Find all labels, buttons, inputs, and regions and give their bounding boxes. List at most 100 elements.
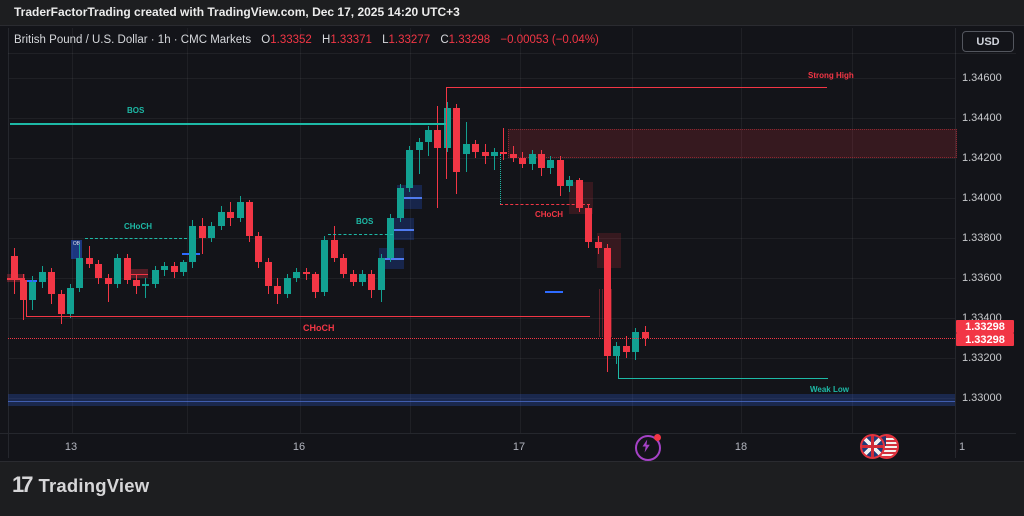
grid-line-h	[8, 398, 955, 399]
candle-wick	[503, 128, 505, 160]
pane-left-border	[8, 28, 9, 458]
candle	[170, 266, 178, 272]
tradingview-logo-text: TradingView	[38, 475, 150, 496]
candle-wick	[418, 138, 420, 174]
grid-line-h	[8, 118, 955, 119]
candle	[151, 270, 159, 284]
candle	[255, 236, 263, 262]
high-value: 1.33371	[330, 34, 372, 46]
candle	[396, 188, 404, 218]
time-axis-border	[0, 433, 1016, 434]
candle	[340, 258, 348, 274]
candle	[500, 152, 508, 154]
chart-widget: OB BOS CHoCH BOS Strong High CHoCH CHoCH Weak L…	[0, 25, 1024, 462]
candle	[321, 240, 329, 292]
candle	[293, 272, 301, 278]
choch-break-line	[26, 316, 590, 318]
open-label: O	[261, 34, 271, 46]
grid-line-v	[852, 28, 853, 433]
candle	[189, 226, 197, 262]
candle	[38, 272, 46, 282]
candle	[566, 180, 574, 186]
candle	[359, 274, 367, 282]
weak-low-label: Weak Low	[810, 385, 849, 394]
candle-wick	[493, 148, 495, 170]
demand-band	[8, 394, 955, 406]
time-axis-label: 1	[958, 441, 966, 453]
choch-teal-label: CHoCH	[124, 222, 152, 231]
order-block-blue-c-mid-line	[397, 197, 422, 199]
candle	[613, 346, 621, 356]
grid-line-v	[410, 28, 411, 433]
candle	[67, 288, 75, 314]
strong-high-line	[446, 87, 827, 89]
candle	[387, 218, 395, 258]
tradingview-logo[interactable]: 17 TradingView	[12, 472, 149, 498]
candle	[585, 208, 593, 242]
chart-canvas: OB BOS CHoCH BOS Strong High CHoCH CHoCH Weak L…	[0, 26, 1024, 461]
grid-line-h	[8, 278, 955, 279]
candle	[424, 130, 432, 142]
strong-high-label: Strong High	[808, 71, 854, 80]
candle-wick	[88, 246, 90, 268]
candle	[123, 258, 131, 280]
gbp-usd-flags-icon	[860, 434, 900, 459]
gbp-flag-icon	[860, 434, 885, 459]
candle	[509, 154, 517, 158]
bos2-line	[328, 233, 393, 235]
grid-line-v	[187, 28, 188, 433]
candle	[95, 264, 103, 278]
grid-line-h	[8, 198, 955, 199]
grid-line-v	[741, 28, 742, 433]
choch-teal-line	[85, 237, 187, 239]
low-value: 1.33277	[388, 34, 431, 46]
candle	[377, 258, 385, 290]
candle	[246, 202, 253, 236]
supply-zone	[508, 129, 957, 158]
candle	[19, 280, 27, 300]
price-axis-label: 1.34600	[962, 72, 1002, 84]
weak-low-drop	[618, 356, 619, 379]
grid-line-h	[8, 78, 955, 79]
change-value: −0.00053 (−0.04%)	[500, 34, 599, 46]
footer-bar: 17 TradingView	[0, 462, 1024, 516]
demand-band-mid-line	[8, 400, 955, 402]
candle-wick	[437, 106, 439, 208]
candle	[76, 258, 84, 288]
candle	[481, 152, 489, 156]
current-price-tag: 1.33298	[956, 333, 1014, 346]
candle	[490, 152, 498, 156]
grid-line-v	[520, 28, 521, 433]
candle	[603, 248, 611, 356]
currency-button[interactable]: USD	[962, 31, 1014, 52]
candle	[406, 150, 414, 188]
lightning-ring	[635, 435, 661, 461]
candle	[538, 154, 546, 168]
choch-red-line	[500, 203, 590, 205]
time-axis-label: 17	[512, 441, 526, 453]
candle	[528, 154, 536, 164]
candle	[264, 262, 272, 286]
candle	[57, 294, 65, 314]
grid-line-h	[8, 318, 955, 319]
grid-line-v	[632, 28, 633, 433]
grid-line-v	[72, 28, 73, 433]
candle-wick	[145, 278, 147, 298]
order-block-blue-b-mid-line	[389, 229, 414, 231]
candle	[180, 262, 188, 272]
lightning-badge-icon	[635, 434, 661, 461]
candle	[311, 274, 319, 292]
candle	[227, 212, 235, 218]
candle	[274, 286, 282, 294]
price-axis-label: 1.34400	[962, 112, 1002, 124]
candle	[208, 226, 216, 238]
candle	[283, 278, 291, 294]
lightning-bolt-icon	[642, 439, 650, 453]
choch-break-label: CHoCH	[303, 323, 335, 333]
order-block-blue-left: OB	[71, 240, 82, 259]
candle	[453, 108, 461, 172]
grid-line-h	[8, 238, 955, 239]
candle	[622, 346, 630, 352]
bos-line	[10, 123, 446, 125]
